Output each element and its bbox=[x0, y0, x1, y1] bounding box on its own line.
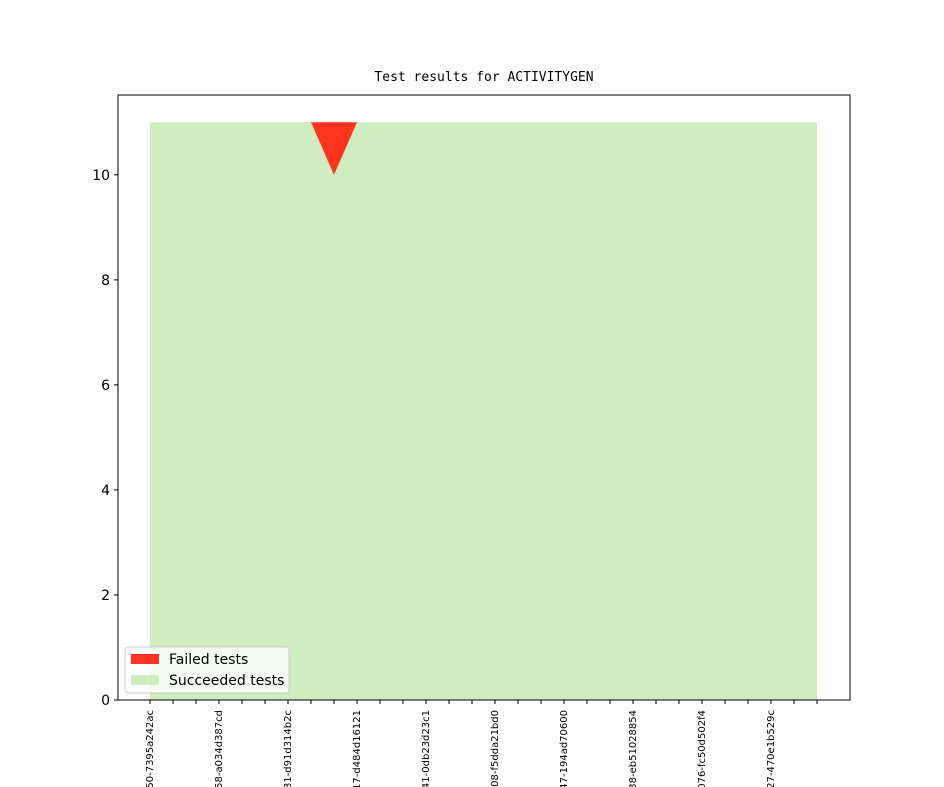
x-tick-label: 58-a034d387cd bbox=[214, 710, 225, 787]
x-tick-label: 076-fc50d502f4 bbox=[697, 710, 708, 787]
y-tick-label: 0 bbox=[101, 693, 110, 709]
y-tick-label: 2 bbox=[101, 588, 110, 604]
x-tick-label: 47-194ad70600 bbox=[559, 710, 570, 787]
legend-swatch bbox=[131, 675, 159, 685]
chart-title: Test results for ACTIVITYGEN bbox=[374, 70, 593, 85]
legend-label: Succeeded tests bbox=[169, 673, 284, 689]
area bbox=[150, 122, 817, 175]
x-tick-label: 81-d91d314b2c bbox=[283, 710, 294, 787]
x-tick-label: 17-d484d16121 bbox=[352, 710, 363, 787]
x-tick-label: 08-f5dda21bd0 bbox=[490, 710, 501, 787]
plot-frame bbox=[117, 94, 851, 701]
x-tick-label: 27-470e1b529c bbox=[766, 710, 777, 787]
legend-swatch bbox=[131, 654, 159, 664]
y-tick-label: 4 bbox=[101, 483, 110, 499]
x-tick-label: 38-eb51028854 bbox=[628, 710, 639, 787]
area bbox=[150, 122, 817, 701]
legend: Failed tests Succeeded tests bbox=[124, 646, 290, 694]
legend-label: Failed tests bbox=[169, 652, 248, 668]
legend-box bbox=[124, 646, 290, 694]
y-tick-label: 6 bbox=[101, 378, 110, 394]
y-tick-label: 10 bbox=[92, 168, 110, 184]
x-tick-label: 50-7395a242ac bbox=[145, 710, 156, 787]
x-tick-label: 41-0db23d23c1 bbox=[421, 710, 432, 787]
y-tick-label: 8 bbox=[101, 273, 110, 289]
